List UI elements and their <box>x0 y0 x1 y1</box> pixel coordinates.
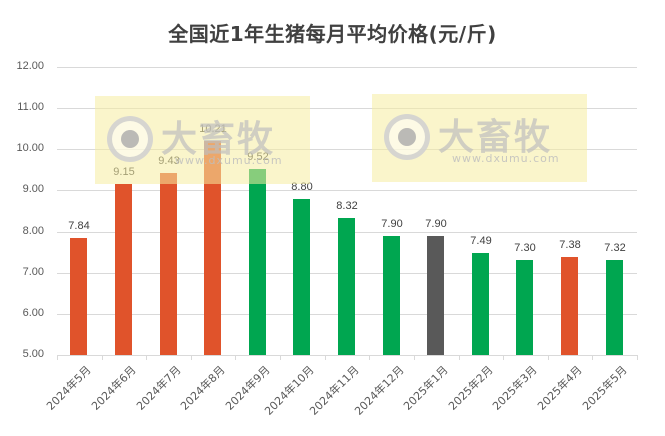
x-tick-label: 2024年5月 <box>44 363 94 413</box>
y-tick-label: 7.00 <box>22 266 44 278</box>
x-tick-label: 2024年8月 <box>178 363 228 413</box>
watermark-brand: 大畜牧 <box>161 119 276 160</box>
x-tick-label: 2025年1月 <box>401 363 451 413</box>
x-tick-mark <box>57 355 58 360</box>
bar-2025年5月 <box>606 260 623 355</box>
gridline <box>57 149 637 150</box>
bar-2024年5月 <box>70 238 87 355</box>
watermark-url: www.dxumu.com <box>175 154 283 167</box>
data-label: 7.49 <box>470 235 492 247</box>
bar-2024年12月 <box>383 236 400 355</box>
data-label: 7.90 <box>425 218 447 230</box>
y-tick-label: 5.00 <box>22 348 44 360</box>
watermark-url: www.dxumu.com <box>452 152 560 165</box>
gridline <box>57 67 637 68</box>
chart-title: 全国近1年生猪每月平均价格(元/斤) <box>168 22 497 46</box>
x-tick-mark <box>325 355 326 360</box>
data-label: 7.38 <box>559 239 581 251</box>
watermark-brand: 大畜牧 <box>438 117 553 158</box>
bar-2024年7月 <box>160 173 177 355</box>
x-tick-mark <box>235 355 236 360</box>
x-tick-label: 2025年3月 <box>490 363 540 413</box>
bar-2024年6月 <box>115 184 132 355</box>
x-tick-mark <box>191 355 192 360</box>
x-tick-mark <box>548 355 549 360</box>
bar-2025年4月 <box>561 257 578 355</box>
watermark-logo-icon <box>384 114 430 160</box>
watermark-left: 大畜牧 www.dxumu.com <box>95 96 310 184</box>
gridline <box>57 190 637 191</box>
x-tick-mark <box>280 355 281 360</box>
y-tick-label: 6.00 <box>22 307 44 319</box>
x-tick-label: 2025年4月 <box>535 363 585 413</box>
data-label: 8.32 <box>336 200 358 212</box>
x-tick-mark <box>369 355 370 360</box>
x-tick-label: 2024年6月 <box>89 363 139 413</box>
x-tick-mark <box>592 355 593 360</box>
x-tick-mark <box>637 355 638 360</box>
data-label: 7.90 <box>381 218 403 230</box>
data-label: 7.32 <box>604 242 626 254</box>
x-tick-mark <box>102 355 103 360</box>
data-label: 7.30 <box>514 242 536 254</box>
x-tick-mark <box>414 355 415 360</box>
watermark-right: 大畜牧 www.dxumu.com <box>372 94 587 182</box>
x-tick-label: 2024年7月 <box>134 363 184 413</box>
bar-2024年9月 <box>249 169 266 355</box>
bar-2025年2月 <box>472 253 489 355</box>
x-tick-label: 2025年5月 <box>580 363 630 413</box>
data-label: 8.80 <box>291 181 313 193</box>
y-tick-label: 10.00 <box>16 142 44 154</box>
bar-2024年11月 <box>338 218 355 355</box>
bar-2025年3月 <box>516 260 533 355</box>
data-label: 7.84 <box>68 220 90 232</box>
x-tick-mark <box>503 355 504 360</box>
bar-2024年10月 <box>293 199 310 355</box>
watermark-logo-icon <box>107 116 153 162</box>
y-tick-label: 11.00 <box>17 101 44 113</box>
x-axis-line <box>57 355 637 356</box>
bar-2025年1月 <box>427 236 444 355</box>
x-tick-label: 2025年2月 <box>446 363 496 413</box>
bar-2024年8月 <box>204 141 221 355</box>
y-tick-label: 12.00 <box>16 60 44 72</box>
gridline <box>57 108 637 109</box>
x-tick-mark <box>146 355 147 360</box>
x-tick-mark <box>459 355 460 360</box>
y-tick-label: 9.00 <box>22 183 44 195</box>
y-tick-label: 8.00 <box>22 225 44 237</box>
